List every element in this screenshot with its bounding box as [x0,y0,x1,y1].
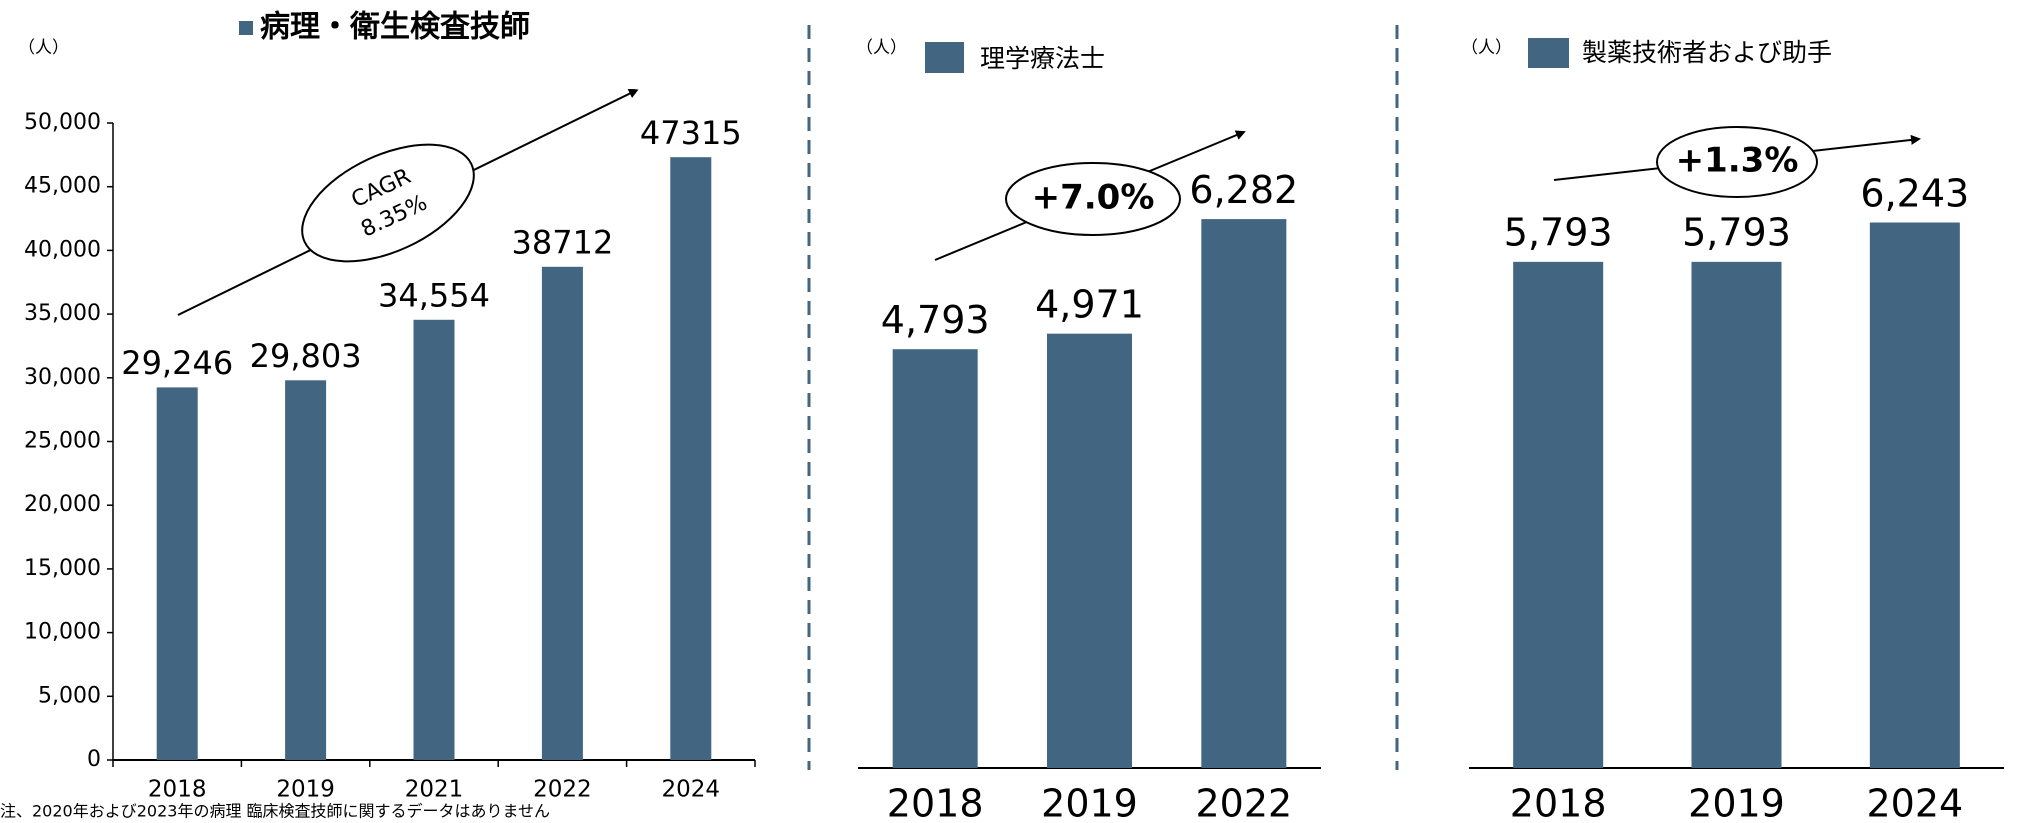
y-tick-label: 0 [87,747,101,772]
x-tick-label: 2018 [887,782,984,823]
chart-title: 理学療法士 [980,44,1105,73]
x-tick-label: 2018 [1510,782,1607,823]
footnote: 注、2020年および2023年の病理 臨床検査技師に関するデータはありません [0,802,550,821]
bar [413,319,455,760]
legend-swatch [925,42,964,73]
x-tick-label: 2019 [276,777,335,803]
bar [1513,261,1604,768]
value-label: 4,971 [1035,283,1144,327]
unit-label: （人） [1461,38,1512,58]
bar [1869,222,1960,768]
y-tick-label: 35,000 [24,301,101,326]
value-label: 6,282 [1189,168,1298,212]
bar [1201,219,1287,769]
annotation-ellipse [301,143,475,263]
y-tick-label: 10,000 [24,620,101,645]
annotation: +7.0% [1032,178,1155,218]
value-label: 5,793 [1504,211,1613,255]
y-tick-label: 15,000 [24,556,101,581]
value-label: 5,793 [1682,211,1791,255]
annotation-ellipse [1656,126,1818,198]
bar [285,380,327,760]
y-tick-label: 25,000 [24,429,101,454]
unit-label: （人） [856,38,907,58]
bar [541,266,583,760]
legend-swatch [239,21,253,35]
bar [670,157,712,760]
x-tick-label: 2024 [1866,782,1963,823]
y-tick-label: 30,000 [24,365,101,390]
bar [156,387,198,760]
bar [1047,333,1132,768]
x-tick-label: 2019 [1041,782,1138,823]
unit-label: （人） [18,38,69,58]
chart-title: 製薬技術者および助手 [1582,38,1832,67]
chart-title: 病理・衛生検査技師 [260,10,530,45]
legend-swatch [1528,38,1569,68]
bar [1691,261,1782,768]
x-tick-label: 2021 [405,777,464,803]
value-label: 38712 [512,223,614,261]
x-tick-label: 2022 [1195,782,1292,823]
x-tick-label: 2018 [148,777,207,803]
y-tick-label: 45,000 [24,174,101,199]
x-tick-label: 2019 [1688,782,1785,823]
annotation: +1.3% [1676,141,1799,181]
value-label: 4,793 [881,298,990,342]
value-label: 47315 [640,114,742,152]
x-tick-label: 2022 [533,777,592,803]
value-label: 34,554 [378,276,490,314]
y-tick-label: 20,000 [24,492,101,517]
value-label: 29,803 [250,337,362,375]
annotation-ellipse [1005,162,1181,236]
y-tick-label: 40,000 [24,237,101,262]
y-tick-label: 50,000 [24,110,101,135]
y-tick-label: 5,000 [38,683,101,708]
value-label: 29,246 [121,344,233,382]
x-tick-label: 2024 [662,777,721,803]
bar [892,349,978,768]
value-label: 6,243 [1860,171,1969,215]
